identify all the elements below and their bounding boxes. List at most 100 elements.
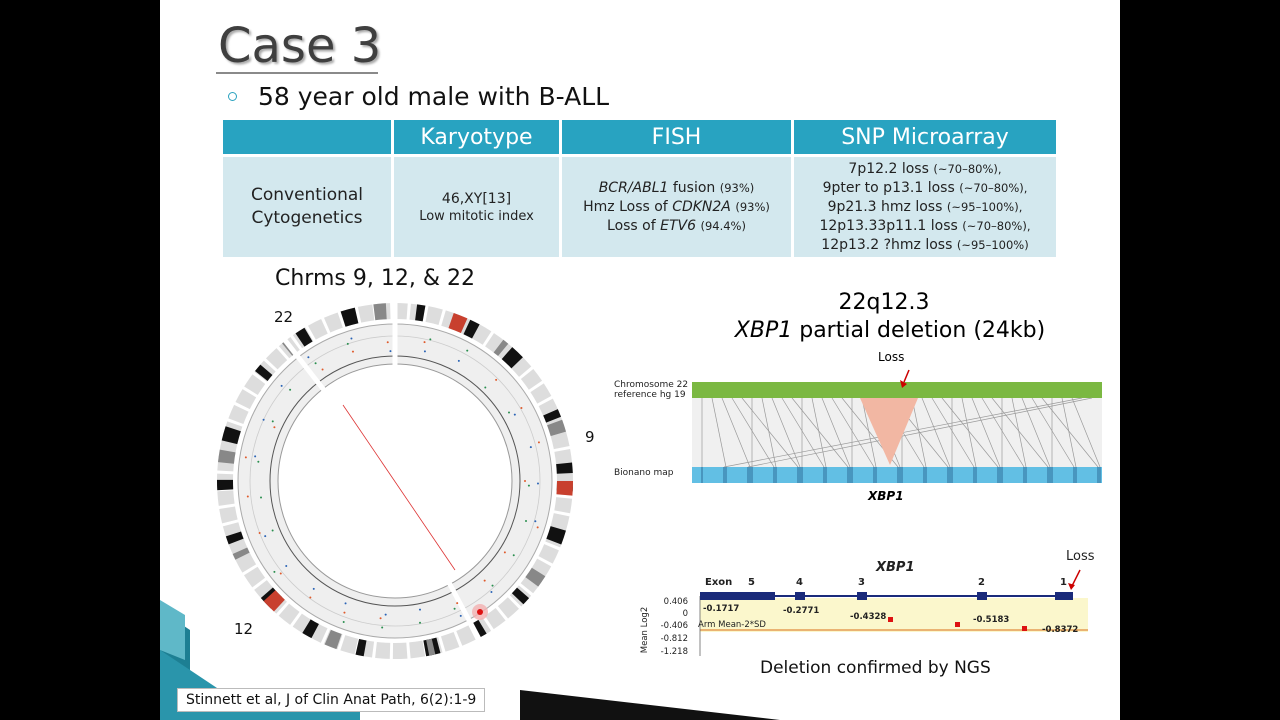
gene-name: XBP1 — [734, 318, 793, 343]
value-label: -0.1717 — [703, 604, 740, 614]
circos-dot — [314, 362, 317, 365]
alignment-line — [981, 397, 1025, 468]
title-rule — [216, 72, 378, 74]
exon-number: 1 — [1060, 577, 1067, 588]
fish-text: (93%) — [735, 199, 770, 214]
circos-dot — [280, 384, 283, 387]
circos-dot — [453, 607, 456, 610]
circos-dot — [459, 614, 462, 617]
fish-text: fusion — [672, 179, 716, 196]
circos-dot — [508, 411, 511, 414]
alignment-line — [1021, 397, 1051, 468]
circos-dot — [342, 620, 345, 623]
fish-line: Hmz Loss of CDKN2A (93%) — [562, 198, 791, 217]
circos-gap — [280, 336, 330, 396]
y-axis-label: Mean Log2 — [640, 606, 651, 654]
karyotype: 46,XY[13] — [441, 191, 512, 207]
circos-plot — [217, 300, 573, 659]
circos-dot — [273, 570, 276, 573]
circos-dot — [273, 426, 276, 429]
circos-dot — [483, 579, 486, 582]
circos-dot — [379, 617, 382, 620]
alignment-line — [971, 397, 1001, 468]
chromosome-label: 12 — [234, 620, 254, 638]
alignment-line — [791, 397, 849, 468]
snp-note: (~95–100%), — [946, 199, 1023, 214]
track-label-line: Chromosome 22 — [614, 380, 689, 390]
gene-label: XBP1 — [868, 489, 904, 503]
alignment-line — [1061, 397, 1077, 468]
alignment-line — [781, 397, 825, 468]
circos-dot — [512, 554, 515, 557]
circos-dot — [254, 455, 257, 458]
fish-text: Hmz Loss of — [583, 198, 668, 215]
snp-text: 12p13.33p11.1 loss — [819, 217, 958, 234]
track-label-line: reference hg 19 — [614, 390, 686, 400]
exon-label: Exon — [705, 577, 733, 588]
circos-gap — [444, 576, 483, 643]
circos-dot — [312, 587, 315, 590]
snp-note: (~95–100%) — [956, 237, 1029, 252]
y-tick-label: -0.406 — [660, 621, 688, 631]
circos-dot — [529, 446, 532, 449]
y-tick-label: -0.812 — [660, 634, 688, 644]
circos-dot — [525, 520, 528, 523]
alignment-line — [711, 397, 727, 468]
circos-dot — [271, 529, 274, 532]
snp-text: 12p13.2 ?hmz loss — [821, 236, 953, 253]
circos-dot — [534, 520, 537, 523]
fish-cell: BCR/ABL1 fusion (93%) Hmz Loss of CDKN2A … — [562, 157, 791, 257]
row-label-text: Conventional Cytogenetics — [250, 185, 364, 228]
slide-title: Case 3 — [218, 18, 382, 74]
ngs-figure — [699, 569, 1088, 656]
track-label: Chromosome 22 reference hg 19 — [614, 380, 688, 400]
fish-text: (93%) — [719, 180, 755, 195]
circos-dot — [513, 413, 516, 416]
loss-label: Loss — [1066, 549, 1095, 564]
karyotype-note: Low mitotic index — [419, 209, 534, 224]
value-label: -0.5183 — [973, 615, 1010, 625]
y-tick-label: -1.218 — [660, 647, 688, 657]
circos-dot — [466, 349, 469, 352]
circos-dot — [495, 378, 498, 381]
value-label: -0.4328 — [850, 612, 887, 622]
circos-dot — [418, 608, 421, 611]
circos-dot — [307, 356, 310, 359]
snp-note: (~70–80%), — [933, 161, 1002, 176]
circos-dot — [536, 482, 539, 485]
gene-label: XBP1 — [876, 560, 915, 575]
circos-dot — [246, 495, 249, 498]
circos-dot — [258, 531, 261, 534]
snp-cell: 7p12.2 loss (~70–80%), 9pter to p13.1 los… — [794, 157, 1056, 257]
chromosome-label: 22 — [274, 308, 294, 326]
alignment-line — [761, 397, 777, 468]
alignment-line — [961, 397, 977, 468]
citation: Stinnett et al, J of Clin Anat Path, 6(2… — [177, 688, 486, 712]
alignment-line — [811, 397, 827, 468]
circos-dot — [351, 350, 354, 353]
snp-line: 12p13.33p11.1 loss (~70–80%), — [794, 217, 1056, 236]
circos-dot — [491, 584, 494, 587]
circos-dot — [389, 350, 392, 353]
loss-label: Loss — [878, 350, 905, 364]
subtitle-text: partial deletion (24kb) — [799, 318, 1046, 343]
alignment-line — [721, 397, 751, 468]
karyotype-cell: 46,XY[13] Low mitotic index — [394, 157, 559, 257]
figure-subtitle: XBP1 partial deletion (24kb) — [720, 318, 1060, 343]
exon-number: 2 — [978, 577, 985, 588]
fish-text: CDKN2A — [672, 198, 731, 215]
row-label: Conventional Cytogenetics — [223, 157, 391, 257]
circos-dot — [503, 551, 506, 554]
snp-line: 12p13.2 ?hmz loss (~95–100%) — [794, 236, 1056, 255]
circos-dot — [490, 590, 493, 593]
bionano-figure — [612, 354, 1102, 504]
alignment-line — [1071, 397, 1101, 468]
alignment-line — [1011, 397, 1027, 468]
circos-dot — [537, 441, 540, 444]
fish-text: Loss of — [607, 217, 656, 234]
snp-note: (~70–80%), — [962, 218, 1031, 233]
circos-dot — [321, 368, 324, 371]
exon-number: 3 — [858, 577, 865, 588]
value-label: -0.8372 — [1042, 625, 1079, 635]
